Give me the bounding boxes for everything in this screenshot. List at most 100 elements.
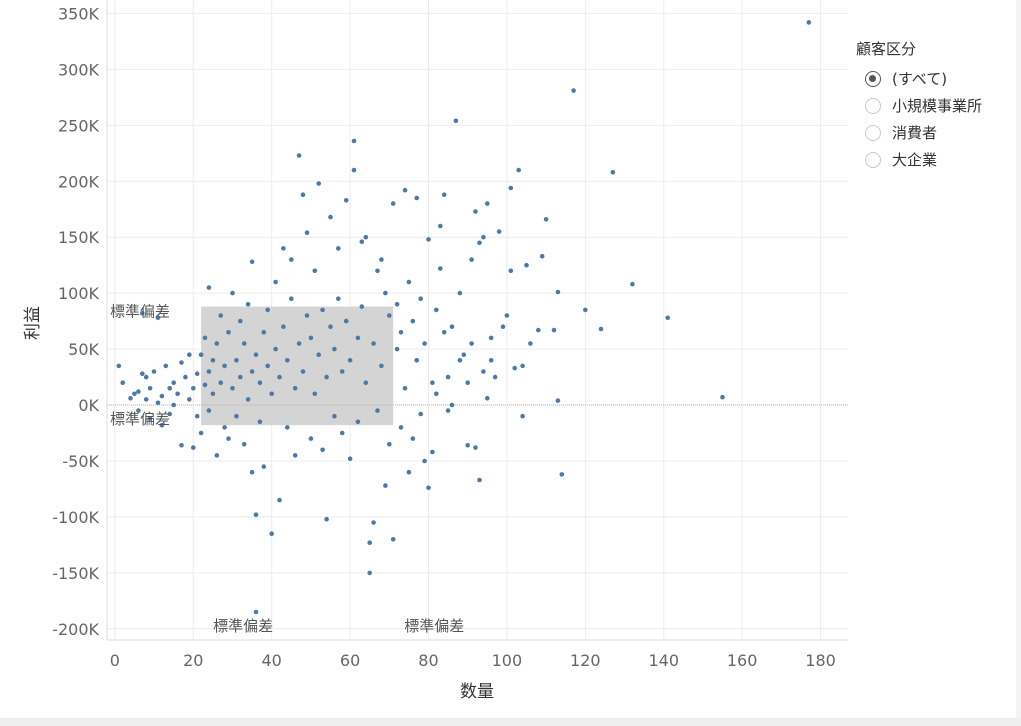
data-point[interactable]	[457, 290, 463, 296]
data-point[interactable]	[473, 209, 478, 214]
data-point[interactable]	[281, 324, 286, 330]
data-point[interactable]	[390, 537, 396, 542]
data-point[interactable]	[410, 318, 416, 324]
data-point[interactable]	[191, 445, 196, 450]
data-point[interactable]	[163, 363, 169, 369]
data-point[interactable]	[300, 369, 306, 374]
data-point[interactable]	[398, 330, 404, 335]
data-point[interactable]	[234, 358, 239, 363]
data-point[interactable]	[351, 167, 357, 173]
data-point[interactable]	[336, 246, 341, 251]
data-point[interactable]	[241, 441, 247, 447]
data-point[interactable]	[273, 279, 278, 285]
data-point[interactable]	[481, 234, 486, 240]
data-point[interactable]	[304, 230, 310, 235]
data-point[interactable]	[304, 313, 310, 318]
data-point[interactable]	[383, 483, 388, 488]
data-point[interactable]	[551, 327, 557, 333]
data-point[interactable]	[171, 380, 176, 386]
data-point[interactable]	[406, 469, 412, 475]
data-point[interactable]	[539, 253, 545, 259]
data-point[interactable]	[128, 396, 133, 401]
data-point[interactable]	[583, 307, 588, 313]
data-point[interactable]	[218, 313, 223, 318]
data-point[interactable]	[441, 330, 447, 335]
data-point[interactable]	[316, 181, 322, 186]
data-point[interactable]	[359, 239, 365, 244]
data-point[interactable]	[273, 346, 278, 352]
data-point[interactable]	[285, 425, 290, 430]
data-point[interactable]	[253, 352, 259, 358]
data-point[interactable]	[312, 268, 318, 274]
data-point[interactable]	[383, 290, 388, 296]
data-point[interactable]	[434, 307, 439, 313]
data-point[interactable]	[343, 198, 349, 203]
data-point[interactable]	[249, 369, 255, 374]
data-point[interactable]	[367, 540, 373, 545]
data-point[interactable]	[449, 324, 455, 330]
data-point[interactable]	[194, 413, 200, 419]
data-point[interactable]	[806, 20, 812, 25]
data-point[interactable]	[445, 408, 451, 413]
data-point[interactable]	[147, 386, 153, 391]
data-point[interactable]	[226, 436, 231, 441]
data-point[interactable]	[453, 118, 459, 124]
data-point[interactable]	[151, 369, 157, 374]
data-point[interactable]	[438, 223, 443, 229]
data-point[interactable]	[414, 195, 420, 201]
data-point[interactable]	[347, 358, 353, 363]
data-point[interactable]	[343, 318, 349, 324]
data-point[interactable]	[147, 416, 153, 421]
data-point[interactable]	[265, 363, 271, 369]
data-point[interactable]	[210, 358, 216, 363]
data-point[interactable]	[155, 315, 161, 321]
data-point[interactable]	[434, 391, 439, 397]
data-point[interactable]	[418, 411, 424, 417]
data-point[interactable]	[324, 516, 329, 522]
data-point[interactable]	[324, 374, 329, 380]
data-point[interactable]	[457, 358, 463, 363]
data-point[interactable]	[422, 458, 427, 464]
data-point[interactable]	[461, 352, 467, 358]
data-point[interactable]	[426, 485, 431, 491]
data-point[interactable]	[363, 234, 369, 240]
data-point[interactable]	[202, 335, 208, 341]
data-point[interactable]	[504, 313, 510, 318]
data-point[interactable]	[238, 374, 243, 380]
data-point[interactable]	[206, 408, 212, 413]
data-point[interactable]	[465, 443, 471, 448]
data-point[interactable]	[222, 425, 227, 430]
data-point[interactable]	[183, 374, 188, 380]
data-point[interactable]	[359, 304, 365, 309]
data-point[interactable]	[222, 363, 227, 369]
data-point[interactable]	[136, 389, 141, 394]
data-point[interactable]	[132, 391, 137, 397]
data-point[interactable]	[430, 449, 435, 455]
data-point[interactable]	[473, 445, 478, 450]
radio-button-icon[interactable]	[865, 151, 881, 168]
data-point[interactable]	[159, 393, 165, 399]
data-point[interactable]	[398, 425, 404, 430]
data-point[interactable]	[167, 386, 172, 391]
data-point[interactable]	[230, 386, 235, 391]
data-point[interactable]	[210, 391, 216, 397]
data-point[interactable]	[261, 330, 267, 335]
data-point[interactable]	[300, 192, 306, 197]
data-point[interactable]	[630, 281, 635, 287]
data-point[interactable]	[167, 411, 172, 417]
data-point[interactable]	[187, 352, 192, 358]
data-point[interactable]	[175, 391, 180, 397]
radio-button-icon[interactable]	[865, 70, 881, 87]
legend-option[interactable]: 大企業	[856, 146, 1021, 173]
data-point[interactable]	[555, 289, 561, 295]
data-point[interactable]	[500, 324, 506, 330]
data-point[interactable]	[508, 268, 514, 274]
data-point[interactable]	[410, 436, 416, 441]
data-point[interactable]	[406, 279, 412, 285]
data-point[interactable]	[492, 374, 498, 380]
data-point[interactable]	[214, 453, 220, 458]
data-point[interactable]	[367, 570, 373, 576]
data-point[interactable]	[485, 201, 490, 206]
data-point[interactable]	[379, 363, 384, 369]
data-point[interactable]	[292, 453, 298, 458]
